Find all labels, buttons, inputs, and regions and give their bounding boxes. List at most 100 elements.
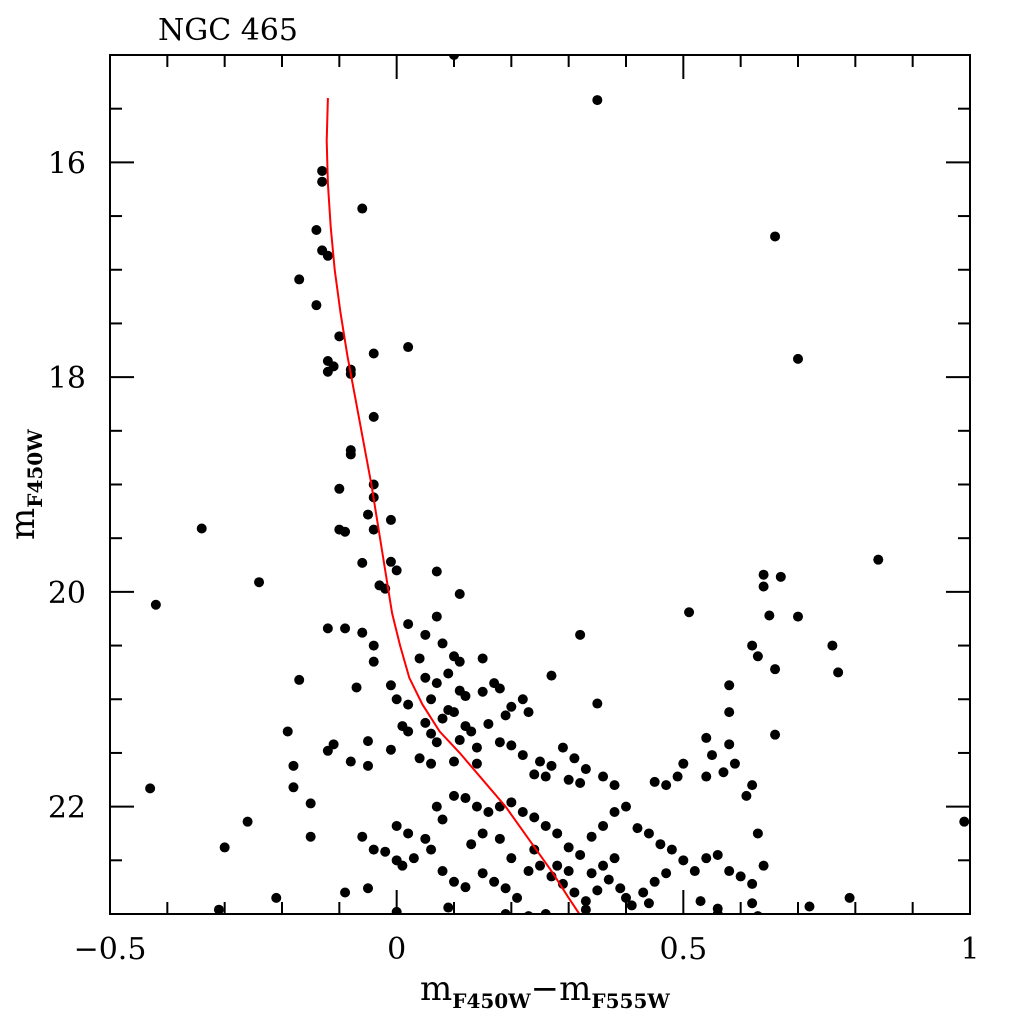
data-point — [471, 742, 482, 753]
data-point — [563, 866, 574, 877]
data-point — [506, 797, 517, 808]
data-point — [397, 860, 408, 871]
data-point — [454, 656, 465, 667]
data-points — [145, 55, 970, 914]
data-point — [368, 640, 379, 651]
data-point — [334, 483, 345, 494]
data-point — [213, 904, 224, 914]
data-point — [420, 672, 431, 683]
data-point — [873, 554, 884, 565]
data-point — [322, 366, 333, 377]
data-point — [586, 868, 597, 879]
y-label-sub: F450W — [23, 429, 47, 508]
data-point — [322, 745, 333, 756]
x-label-m1: m — [420, 969, 452, 1009]
data-point — [752, 828, 763, 839]
data-point — [546, 670, 557, 681]
x-label-sep: −m — [531, 969, 592, 1009]
data-point — [529, 769, 540, 780]
data-point — [758, 860, 769, 871]
data-point — [426, 694, 437, 705]
data-point — [609, 780, 620, 791]
data-point — [449, 876, 459, 887]
data-point — [741, 790, 752, 801]
data-point — [575, 849, 586, 860]
data-point — [598, 820, 609, 831]
isochrone-curve — [325, 97, 581, 914]
chart-title: NGC 465 — [158, 13, 298, 48]
data-point — [345, 449, 356, 460]
data-point — [426, 728, 437, 739]
data-point — [449, 707, 459, 718]
data-point — [524, 911, 534, 914]
data-point — [540, 771, 551, 782]
data-point — [403, 619, 414, 630]
data-point — [437, 638, 448, 649]
data-point — [626, 900, 637, 911]
data-point — [271, 892, 282, 903]
data-point — [368, 348, 379, 359]
data-point — [609, 853, 620, 864]
data-point — [689, 866, 700, 877]
isochrone-line — [325, 97, 581, 914]
data-point — [477, 868, 488, 879]
y-tick-label: 18 — [48, 361, 86, 396]
data-point — [471, 758, 482, 769]
x-label-sub2: F555W — [591, 989, 670, 1013]
axis-ticks — [109, 54, 971, 915]
data-point — [368, 656, 379, 667]
data-point — [489, 876, 500, 887]
data-point — [403, 699, 414, 710]
data-point — [385, 556, 396, 567]
x-axis-label: mF450W−mF555W — [420, 969, 670, 1013]
data-point — [707, 750, 717, 761]
data-point — [701, 853, 712, 864]
data-point — [380, 846, 391, 857]
plot-frame — [109, 54, 971, 915]
data-point — [426, 844, 437, 855]
data-point — [328, 739, 339, 750]
data-point — [466, 726, 477, 737]
data-point — [431, 737, 442, 748]
data-point — [833, 667, 844, 678]
data-point — [305, 798, 316, 809]
x-tick-label: 1 — [960, 932, 979, 967]
data-point — [477, 828, 488, 839]
data-point — [598, 860, 609, 871]
data-point — [672, 771, 683, 782]
data-point — [770, 231, 781, 242]
data-point — [288, 782, 299, 793]
data-point — [747, 898, 758, 909]
data-point — [363, 509, 373, 520]
data-point — [718, 767, 729, 778]
data-point — [403, 828, 414, 839]
data-point — [460, 793, 471, 804]
data-point — [391, 694, 402, 705]
data-point — [391, 906, 402, 914]
data-point — [242, 816, 253, 827]
data-point — [437, 713, 448, 724]
data-point — [603, 874, 614, 885]
data-point — [385, 680, 396, 691]
data-point — [449, 756, 459, 767]
data-point — [363, 883, 373, 894]
data-point — [758, 581, 769, 592]
data-point — [655, 839, 666, 850]
data-point — [437, 814, 448, 825]
data-point — [368, 411, 379, 422]
data-point — [632, 823, 643, 834]
data-point — [729, 758, 740, 769]
data-point — [454, 589, 465, 600]
data-point — [661, 780, 672, 791]
data-point — [317, 176, 328, 187]
data-point — [368, 524, 379, 535]
data-point — [357, 831, 368, 842]
data-point — [345, 756, 356, 767]
data-point — [357, 203, 368, 214]
data-point — [643, 898, 654, 909]
data-point — [649, 776, 660, 787]
data-point — [724, 707, 735, 718]
data-point — [827, 640, 838, 651]
data-point — [494, 833, 505, 844]
x-tick-label: 0 — [387, 932, 406, 967]
